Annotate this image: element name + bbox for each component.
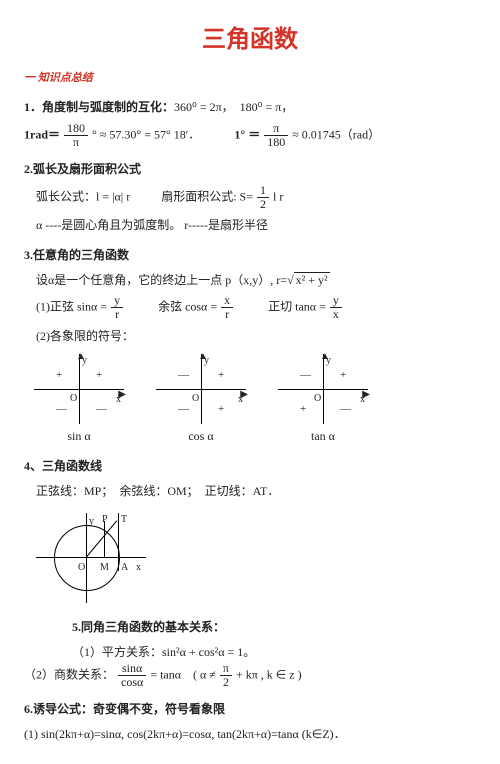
arc-note: α ----是圆心角且为弧度制。 r-----是扇形半径 [36, 215, 476, 235]
sec1-line2: 1rad＝ 180π ° ≈ 57.30° = 57° 18′． 1° ＝ π1… [24, 122, 476, 149]
sec5-heading: 5.同角三角函数的基本关系： [24, 617, 476, 637]
pythagorean: （1）平方关系：sin²α + cos²α = 1。 [24, 642, 476, 662]
sin-sign-graph: ▶▲ x y O + + — — sin α [34, 354, 124, 446]
sec2-heading: 2.弧长及扇形面积公式 [24, 159, 476, 179]
sec3-heading: 3.任意角的三角函数 [24, 245, 476, 265]
quotient: （2）商数关系： sinαcosα = tanα ( α ≠ π2 + kπ ,… [24, 662, 476, 689]
tan-sign-graph: ▶▲ x y O + — + — tan α [278, 354, 368, 446]
sec4-heading: 4、三角函数线 [24, 456, 476, 476]
trig-def: 设α是一个任意角，它的终边上一点 p（x,y）, r=√x² + y² [36, 270, 476, 290]
unit-circle-diagram: O y x P T A M [36, 507, 146, 607]
section-banner: 一 知识点总结 [24, 69, 476, 88]
trig-lines: 正弦线：MP； 余弦线：OM； 正切线：AT． [24, 481, 476, 501]
induction-1: (1) sin(2kπ+α)=sinα, cos(2kπ+α)=cosα, ta… [24, 724, 476, 744]
sign-diagrams: ▶▲ x y O + + — — sin α ▶▲ x y O + — — + … [34, 354, 476, 446]
arc-formula: 弧长公式：l = |α| r 扇形面积公式: S= 12 l r [36, 184, 476, 211]
sec6-heading: 6.诱导公式：奇变偶不变，符号看象限 [24, 699, 476, 719]
page-title: 三角函数 [24, 20, 476, 61]
sec1-heading: 1．角度制与弧度制的互化：360⁰ = 2π， 180⁰ = π， [24, 97, 476, 117]
sign-label: (2)各象限的符号： [36, 326, 476, 346]
trig-ratios: (1)正弦 sinα = yr 余弦 cosα = xr 正切 tanα = y… [36, 294, 476, 321]
cos-sign-graph: ▶▲ x y O + — — + cos α [156, 354, 246, 446]
